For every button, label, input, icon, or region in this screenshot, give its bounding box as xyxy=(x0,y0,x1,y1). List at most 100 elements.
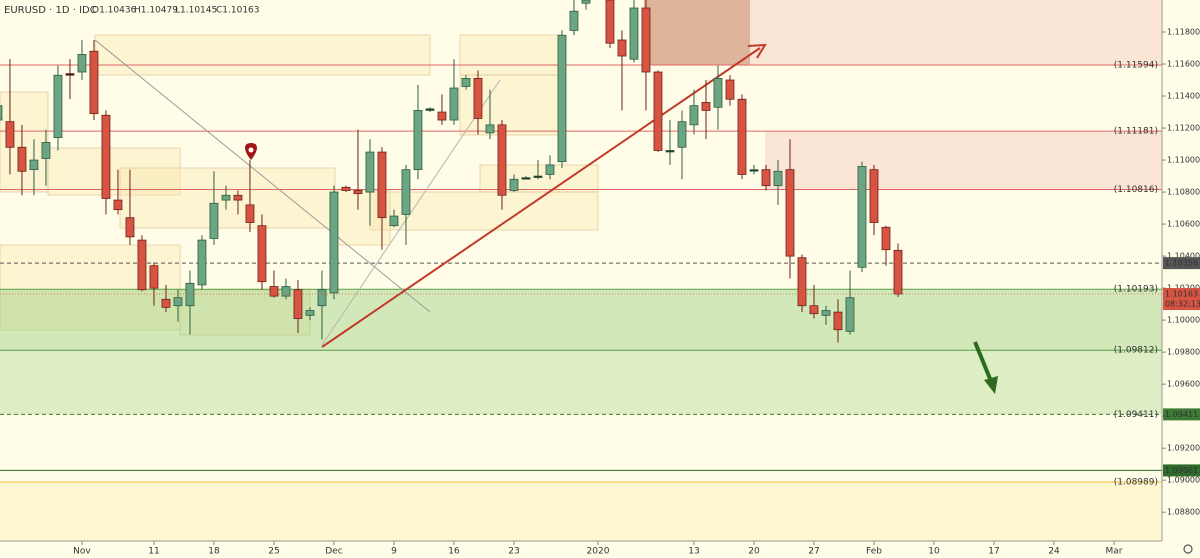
candle-body xyxy=(149,265,159,289)
candle-body xyxy=(605,0,615,44)
level-badge xyxy=(1163,408,1200,421)
candle-body xyxy=(233,194,243,201)
candle-body xyxy=(41,142,51,159)
last-price: 1.10163 xyxy=(1165,290,1198,299)
candle-body xyxy=(161,298,171,308)
ohlc-low: L1.10145 xyxy=(175,6,217,16)
candle-body xyxy=(689,105,699,126)
trend-arrow xyxy=(321,47,761,348)
candle-body xyxy=(449,87,459,121)
zones xyxy=(0,0,1162,541)
demand-zone xyxy=(0,289,1162,415)
candle-body xyxy=(473,78,483,119)
candle-body xyxy=(461,78,471,87)
level-badge-label: 1.09411 xyxy=(1165,410,1198,419)
candle-body xyxy=(773,170,783,187)
supply-zone xyxy=(644,0,1162,65)
candle-body xyxy=(329,191,339,294)
x-tick-label: Dec xyxy=(325,547,342,557)
y-tick-label: 1.11800 xyxy=(1167,28,1200,37)
candle-body xyxy=(485,124,495,134)
candle-body xyxy=(521,177,531,180)
candle-body xyxy=(557,34,567,163)
candle-body xyxy=(305,310,315,316)
y-tick-label: 1.09200 xyxy=(1167,444,1200,453)
range-box xyxy=(459,34,561,76)
x-tick-label: 27 xyxy=(808,547,819,557)
x-tick-label: 9 xyxy=(391,547,397,557)
arrow-head xyxy=(747,43,767,59)
candle-body xyxy=(641,7,651,73)
candle-body xyxy=(629,7,639,60)
x-tick-label: 18 xyxy=(208,547,220,557)
level-badge-label: 1.10356 xyxy=(1165,259,1198,268)
y-tick-label: 1.10800 xyxy=(1167,188,1200,197)
candle-body xyxy=(785,169,795,257)
candle-body xyxy=(137,239,147,291)
y-tick-label: 1.11000 xyxy=(1167,156,1200,165)
y-tick-label: 1.10000 xyxy=(1167,316,1200,325)
y-tick-label: 1.10400 xyxy=(1167,252,1200,261)
candle-body xyxy=(5,121,15,148)
candle-body xyxy=(269,286,279,297)
settings-icon[interactable] xyxy=(1183,544,1193,554)
x-tick-label: 2020 xyxy=(587,547,610,557)
candle-body xyxy=(185,282,195,307)
candle-body xyxy=(389,215,399,227)
candle-body xyxy=(17,146,27,172)
candle-body xyxy=(533,175,543,178)
candle-body xyxy=(509,178,519,191)
candle-body xyxy=(29,159,39,171)
y-tick-label: 1.09800 xyxy=(1167,348,1200,357)
range-boxes xyxy=(0,34,599,336)
level-label: (1.10193) xyxy=(1114,285,1158,295)
range-box xyxy=(47,147,181,196)
x-tick-label: 25 xyxy=(268,547,279,557)
candle-body xyxy=(545,164,555,175)
candle-body xyxy=(209,202,219,239)
candle-body xyxy=(701,102,711,111)
drawings xyxy=(94,39,998,394)
x-tick-label: Mar xyxy=(1106,547,1123,557)
ohlc-high: H1.10479 xyxy=(134,6,178,16)
symbol: EURUSD · 1D · IDC xyxy=(4,5,97,16)
candle-body xyxy=(197,239,207,286)
y-tick-label: 1.11400 xyxy=(1167,92,1200,101)
range-box xyxy=(94,34,431,76)
candle-body xyxy=(581,0,591,4)
x-tick-label: 24 xyxy=(1048,547,1060,557)
candle-body xyxy=(353,190,363,195)
level-label: (1.09411) xyxy=(1114,410,1158,420)
candle-body xyxy=(677,121,687,148)
y-tick-label: 1.09600 xyxy=(1167,380,1200,389)
candle-body xyxy=(53,74,63,139)
candle-body xyxy=(77,54,87,73)
candle-body xyxy=(113,199,123,211)
candle-body xyxy=(569,10,579,31)
range-box xyxy=(179,289,311,336)
x-tick-label: 16 xyxy=(448,547,460,557)
candle-body xyxy=(725,79,735,100)
x-tick-label: 10 xyxy=(928,547,940,557)
y-tick-label: 1.10600 xyxy=(1167,220,1200,229)
trend-line xyxy=(321,79,501,346)
level-badge xyxy=(1163,464,1200,477)
last-price-badge xyxy=(1163,288,1200,311)
supply-zone xyxy=(765,131,1162,190)
axes: 1.088001.090001.092001.094001.096001.098… xyxy=(0,28,1200,557)
x-tick-label: Nov xyxy=(73,547,91,557)
candle-body xyxy=(869,169,879,223)
candle-body xyxy=(617,39,627,57)
candle-body xyxy=(857,166,867,268)
candle-body xyxy=(437,111,447,121)
level-label: (1.09812) xyxy=(1114,346,1158,356)
candle-body xyxy=(89,50,99,115)
x-tick-label: Feb xyxy=(866,547,882,557)
x-tick-label: 23 xyxy=(508,547,519,557)
candle-body xyxy=(293,289,303,319)
candle-body xyxy=(221,194,231,201)
candle-body xyxy=(173,297,183,307)
level-label: (1.08989) xyxy=(1114,477,1158,487)
